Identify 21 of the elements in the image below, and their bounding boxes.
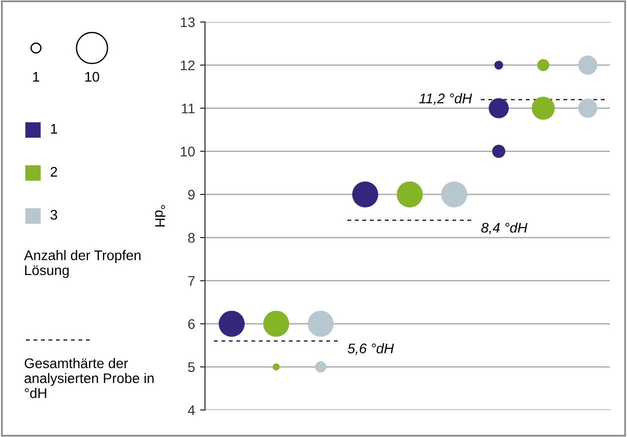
legend-label: 10 xyxy=(85,72,100,82)
y-axis-title: °dH xyxy=(155,205,166,227)
y-tick-label: 4 xyxy=(188,405,195,416)
y-tick-label: 11 xyxy=(182,104,195,114)
y-tick-label: 10 xyxy=(180,146,195,157)
legend-label: 3 xyxy=(50,210,58,220)
text: Gesamthärte der analysierten Probe in °dH xyxy=(24,358,154,398)
ref-line-label: 8,4 °dH xyxy=(481,222,528,234)
y-tick-label: 5 xyxy=(188,362,195,372)
legend-label: 1 xyxy=(33,72,40,82)
y-tick-label: 6 xyxy=(188,319,195,329)
y-tick-label: 7 xyxy=(188,276,195,286)
legend-label: 1 xyxy=(51,124,58,134)
y-tick-label: 13 xyxy=(180,17,195,28)
ref-line-label: 5,6 °dH xyxy=(348,343,394,356)
legend-label: 2 xyxy=(50,166,58,177)
y-tick-label: 9 xyxy=(188,190,195,200)
y-tick-label: 12 xyxy=(180,60,195,70)
y-tick-label: 8 xyxy=(188,232,195,243)
ref-line-label: 11,2 °dH xyxy=(419,93,472,105)
legend-title: Anzahl der Tropfen Lösung xyxy=(24,250,140,278)
